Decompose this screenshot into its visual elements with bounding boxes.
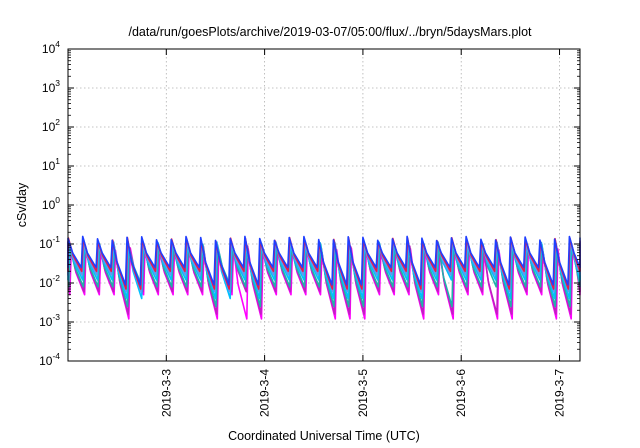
y-tick-label: 10-2 bbox=[39, 273, 60, 290]
y-tick-labels: 10-4 10-3 10-2 10-1 100 101 102 103 104 bbox=[39, 39, 60, 368]
series-line bbox=[67, 235, 581, 286]
ticks bbox=[68, 48, 580, 362]
y-tick-label: 101 bbox=[42, 156, 60, 173]
y-tick-label: 102 bbox=[42, 117, 60, 134]
x-axis-label: Coordinated Universal Time (UTC) bbox=[228, 429, 420, 443]
y-axis-label: cSv/day bbox=[15, 182, 29, 227]
y-tick-label: 10-1 bbox=[39, 234, 60, 251]
y-tick-label: 103 bbox=[42, 78, 60, 95]
y-tick-label: 10-4 bbox=[39, 351, 60, 368]
chart-title: /data/run/goesPlots/archive/2019-03-07/0… bbox=[128, 25, 532, 39]
series-group bbox=[67, 235, 581, 320]
x-tick-label: 2019-3-3 bbox=[159, 369, 173, 417]
y-tick-label: 10-3 bbox=[39, 312, 60, 329]
grid bbox=[68, 49, 580, 361]
y-tick-label: 100 bbox=[42, 195, 60, 212]
x-tick-labels: 2019-3-3 2019-3-4 2019-3-5 2019-3-6 2019-3-7 bbox=[159, 369, 566, 417]
y-tick-label: 104 bbox=[42, 39, 60, 56]
x-tick-label: 2019-3-5 bbox=[356, 369, 370, 417]
x-tick-label: 2019-3-7 bbox=[553, 369, 567, 417]
x-tick-label: 2019-3-4 bbox=[258, 369, 272, 417]
x-tick-label: 2019-3-6 bbox=[454, 369, 468, 417]
